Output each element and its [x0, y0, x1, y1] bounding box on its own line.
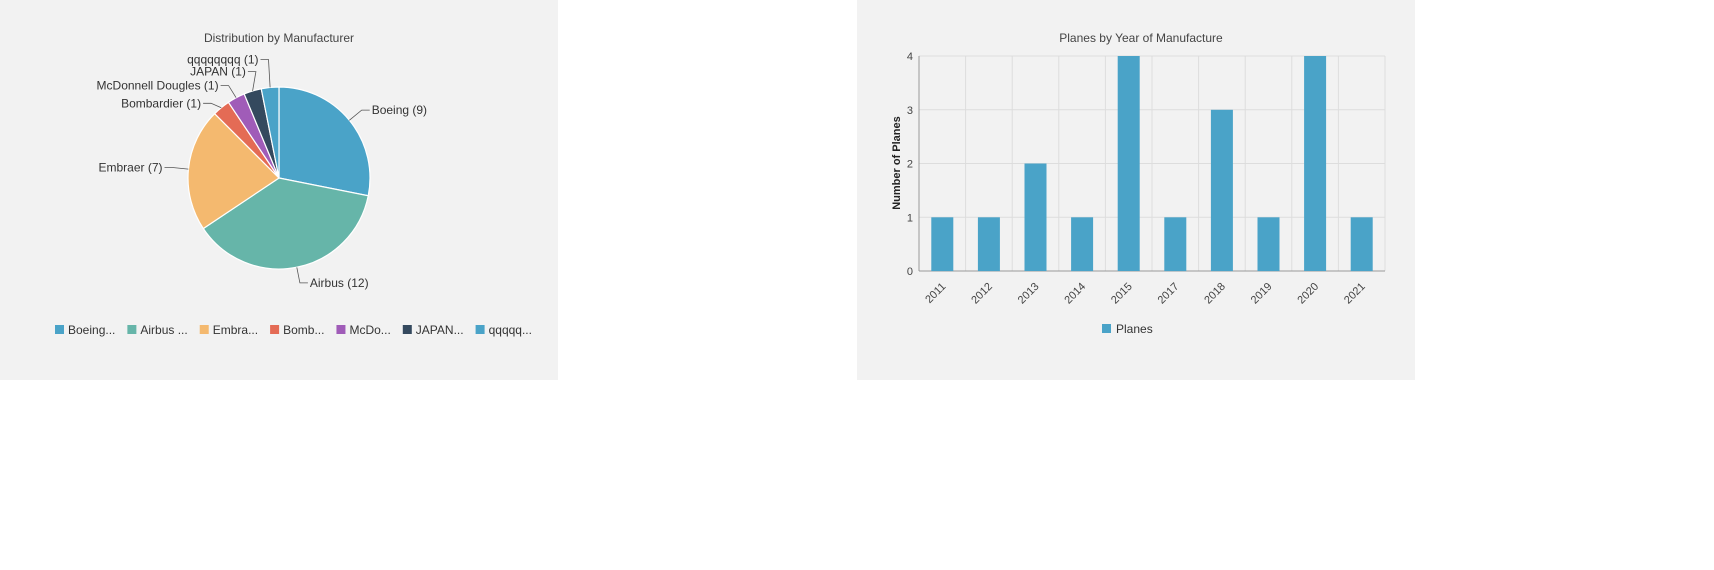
- pie-leader-line-boeing: [349, 109, 370, 121]
- pie-legend-item-bombardier[interactable]: Bomb...: [270, 323, 324, 337]
- legend-label-japan: JAPAN...: [416, 323, 464, 337]
- pie-legend-item-embraer[interactable]: Embra...: [199, 323, 258, 337]
- x-tick-label-2020: 2020: [1295, 281, 1321, 307]
- x-tick-label-2015: 2015: [1109, 281, 1135, 307]
- y-tick-label-1: 1: [907, 212, 913, 224]
- pie-label-boeing: Boeing (9): [372, 103, 427, 117]
- legend-label-embraer: Embra...: [213, 323, 258, 337]
- legend-label-planes: Planes: [1116, 322, 1153, 336]
- bar-2015[interactable]: [1117, 56, 1140, 271]
- y-tick-label-0: 0: [907, 266, 913, 278]
- legend-label-airbus: Airbus ...: [140, 323, 187, 337]
- pie-slice-qqqqqqqq[interactable]: [260, 86, 280, 179]
- legend-label-boeing: Boeing...: [68, 323, 115, 337]
- pie-leader-line-mcdonnell-dougles: [220, 85, 237, 98]
- x-tick-label-2017: 2017: [1156, 281, 1182, 307]
- pie-leader-line-bombardier: [203, 102, 222, 109]
- bar-2011[interactable]: [931, 217, 954, 272]
- pie-slice-embraer[interactable]: [187, 112, 280, 230]
- pie-legend-item-airbus[interactable]: Airbus ...: [127, 323, 188, 337]
- pie-legend-item-qqqqqqqq[interactable]: qqqqq...: [475, 323, 532, 337]
- pie-chart-panel: Distribution by Manufacturer Boeing (9) A…: [0, 0, 558, 380]
- legend-swatch-qqqqqqqq: [475, 325, 485, 334]
- x-tick-label-2021: 2021: [1342, 281, 1368, 307]
- pie-label-japan: JAPAN (1): [190, 65, 246, 79]
- pie-label-bombardier: Bombardier (1): [121, 96, 201, 110]
- bar-2014[interactable]: [1071, 217, 1094, 272]
- legend-swatch-mcdonnell-dougles: [336, 325, 346, 334]
- legend-label-bombardier: Bomb...: [283, 323, 324, 337]
- bar-2020[interactable]: [1304, 56, 1327, 271]
- pie-label-qqqqqqqq: qqqqqqqq (1): [187, 53, 258, 67]
- pie-slice-airbus[interactable]: [202, 177, 369, 270]
- pie-leader-line-qqqqqqqq: [260, 59, 271, 88]
- legend-label-qqqqqqqq: qqqqq...: [489, 323, 532, 337]
- pie-leader-line-airbus: [296, 267, 308, 284]
- x-tick-label-2013: 2013: [1016, 281, 1042, 307]
- x-tick-label-2014: 2014: [1062, 281, 1088, 307]
- bar-chart-panel: Planes by Year of Manufacture 2011 2012 20…: [857, 0, 1415, 380]
- bar-legend[interactable]: Planes: [1102, 322, 1153, 336]
- legend-label-mcdonnell-dougles: McDo...: [349, 323, 390, 337]
- pie-label-mcdonnell-dougles: McDonnell Dougles (1): [97, 79, 219, 93]
- bar-2017[interactable]: [1164, 217, 1187, 272]
- pie-leader-line-embraer: [164, 167, 189, 170]
- y-tick-label-2: 2: [907, 159, 913, 171]
- legend-swatch-embraer: [199, 325, 209, 334]
- bar-2018[interactable]: [1210, 109, 1233, 272]
- legend-swatch-japan: [402, 325, 412, 334]
- pie-chart-title: Distribution by Manufacturer: [204, 31, 354, 45]
- pie-slice-boeing[interactable]: [278, 86, 371, 197]
- bar-chart-title: Planes by Year of Manufacture: [1059, 31, 1223, 45]
- x-tick-label-2011: 2011: [923, 281, 948, 306]
- legend-swatch-airbus: [127, 325, 137, 334]
- x-tick-label-2012: 2012: [969, 281, 995, 307]
- pie-legend-item-japan[interactable]: JAPAN...: [402, 323, 464, 337]
- pie-legend-item-mcdonnell-dougles[interactable]: McDo...: [336, 323, 391, 337]
- bar-2019[interactable]: [1257, 217, 1280, 272]
- pie-legend-item-boeing[interactable]: Boeing...: [55, 323, 115, 337]
- bar-2021[interactable]: [1350, 217, 1373, 272]
- x-tick-label-2019: 2019: [1249, 281, 1275, 307]
- pie-label-embraer: Embraer (7): [98, 161, 162, 175]
- pie-leader-line-japan: [247, 71, 257, 91]
- x-tick-label-2018: 2018: [1202, 281, 1228, 307]
- y-tick-label-4: 4: [907, 51, 913, 63]
- bar-chart: Planes by Year of Manufacture 2011 2012 20…: [891, 31, 1386, 336]
- bar-2013[interactable]: [1024, 163, 1047, 272]
- pie-chart: Distribution by Manufacturer Boeing (9) A…: [55, 31, 532, 337]
- legend-swatch-boeing: [55, 325, 64, 334]
- pie-label-airbus: Airbus (12): [310, 276, 369, 290]
- y-tick-label-3: 3: [907, 105, 913, 117]
- legend-swatch-planes: [1102, 324, 1111, 333]
- bar-2012[interactable]: [977, 217, 1000, 272]
- legend-swatch-bombardier: [270, 325, 280, 334]
- y-axis-title: Number of Planes: [891, 116, 903, 210]
